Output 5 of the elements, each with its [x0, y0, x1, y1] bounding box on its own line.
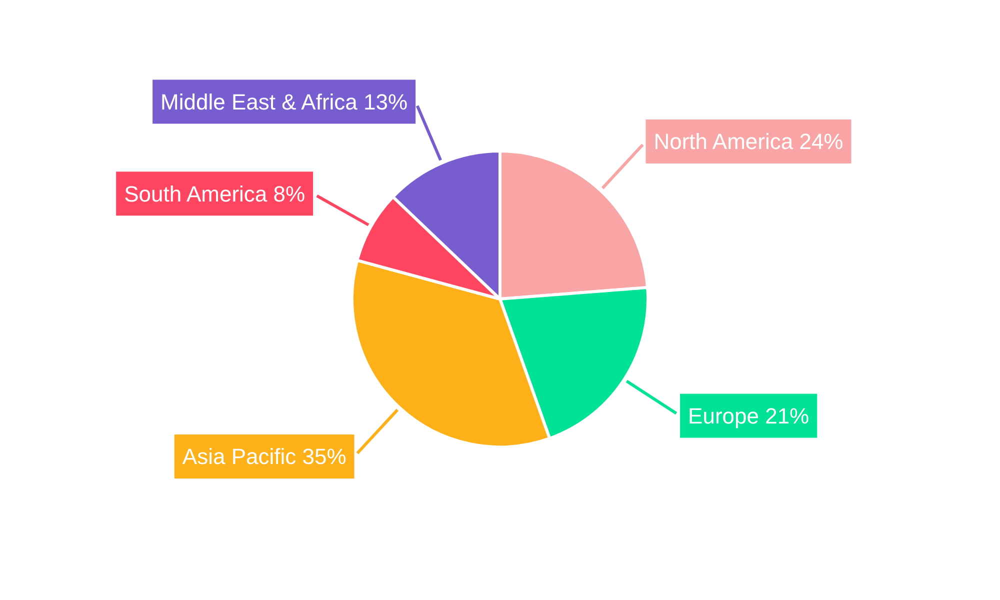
slice-label: Asia Pacific 35% — [182, 444, 346, 470]
slice-label: North America 24% — [654, 129, 844, 154]
slice-label: Middle East & Africa 13% — [160, 89, 408, 114]
slice-label: South America 8% — [124, 181, 306, 206]
slice-label: Europe 21% — [688, 403, 810, 428]
